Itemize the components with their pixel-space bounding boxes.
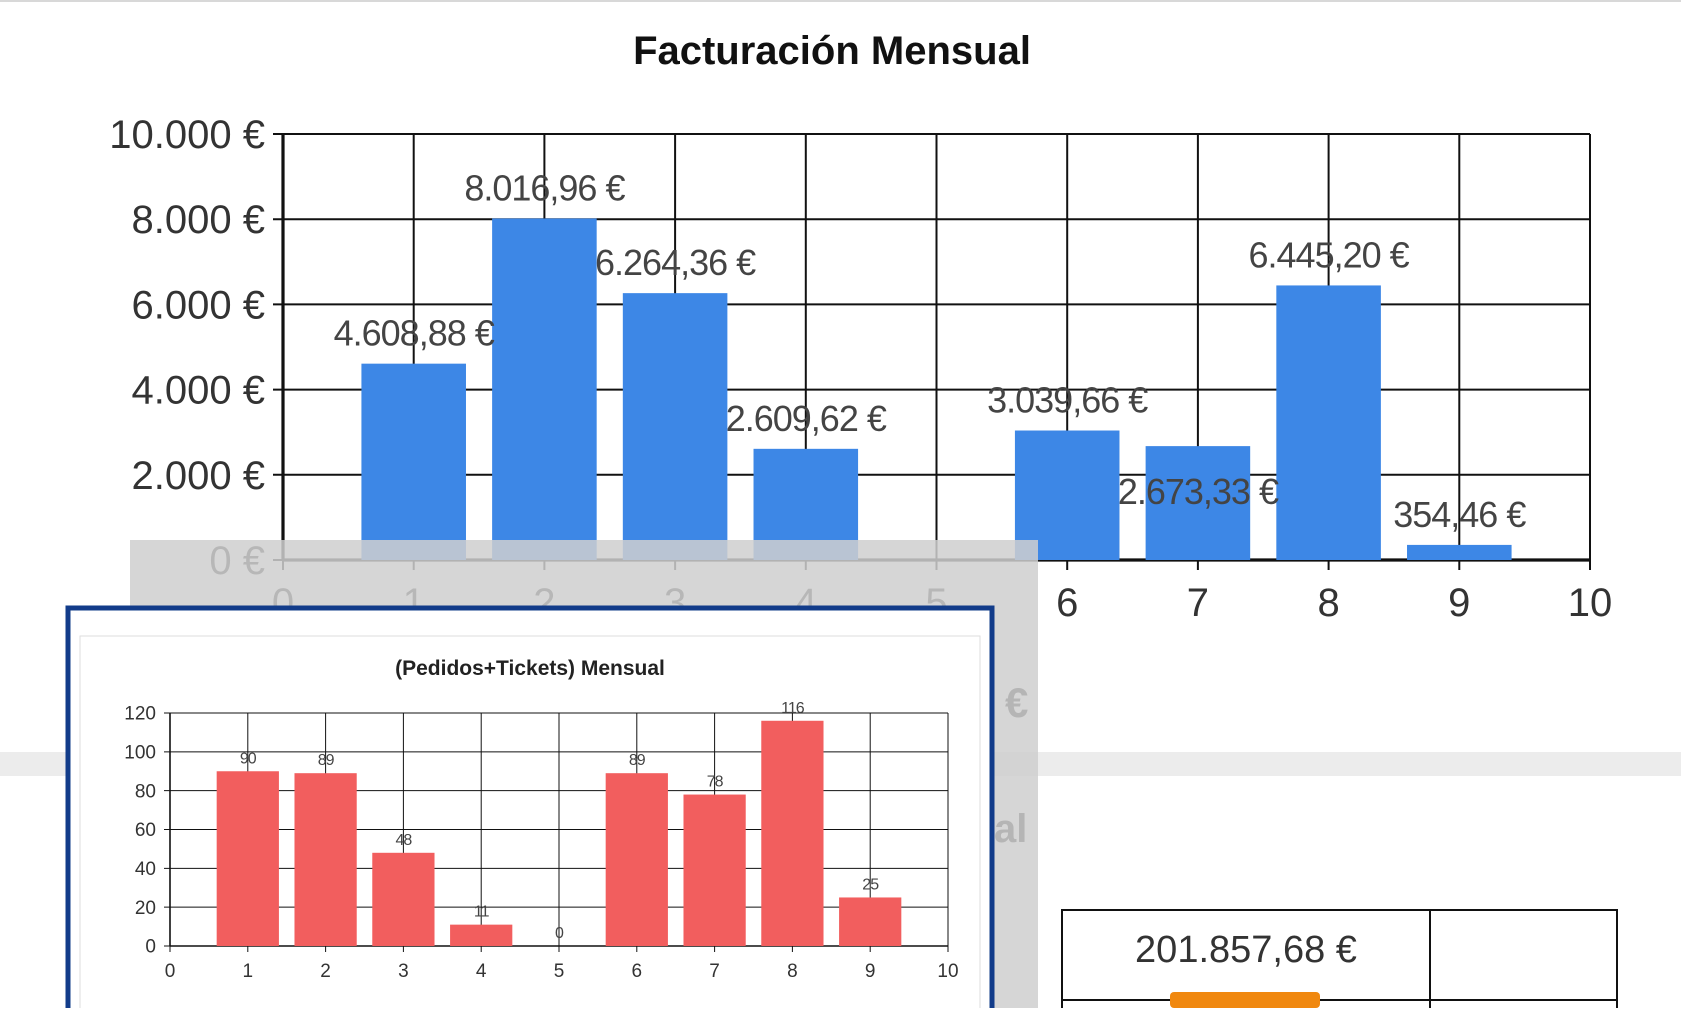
orders-bar [450,924,513,946]
revenue-chart-title: Facturación Mensual [633,29,1031,73]
revenue-x-tick-label: 8 [1317,581,1339,625]
revenue-x-tick-label: 7 [1187,581,1209,625]
revenue-data-label: 2.609,62 € [726,398,887,439]
orders-bar [605,773,668,946]
revenue-x-tick-label: 10 [1568,581,1613,625]
revenue-data-label: 6.445,20 € [1249,234,1410,275]
revenue-bar [1145,446,1251,560]
orders-x-tick-label: 3 [398,961,409,982]
top-border [0,0,1681,2]
orders-x-tick-label: 10 [937,961,958,982]
orders-data-label: 89 [318,752,335,769]
revenue-y-tick-label: 6.000 € [132,283,265,327]
orders-x-tick-label: 1 [243,961,254,982]
summary-panel: € al 201.857,68 € [994,679,1618,1013]
revenue-y-tick-label: 10.000 € [109,113,265,157]
orders-bar [839,897,902,946]
revenue-bar [492,218,597,560]
orders-popup: (Pedidos+Tickets) Mensual 02040608010012… [65,605,995,1013]
revenue-chart: Facturación Mensual 0 €2.000 €4.000 €6.0… [109,29,1612,625]
orders-data-label: 25 [862,876,879,893]
orders-bar [761,720,824,946]
orders-y-tick-label: 20 [135,898,156,919]
revenue-data-label: 4.608,88 € [334,313,495,354]
orders-x-tick-label: 7 [709,961,720,982]
revenue-data-label: 354,46 € [1393,494,1526,535]
orders-bar [372,852,435,946]
total-revenue-value: 201.857,68 € [1135,929,1357,971]
orders-bar [294,773,357,946]
orders-chart: (Pedidos+Tickets) Mensual 02040608010012… [124,657,958,982]
orders-x-tick-label: 9 [865,961,876,982]
revenue-bar [622,293,728,560]
revenue-y-tick-label: 4.000 € [132,369,265,413]
orders-data-label: 89 [629,752,646,769]
orders-x-tick-label: 6 [632,961,643,982]
revenue-x-tick-label: 6 [1056,581,1078,625]
orders-x-tick-label: 4 [476,961,487,982]
orders-x-tick-label: 8 [787,961,798,982]
orders-y-tick-label: 100 [124,742,156,763]
orders-data-label: 48 [396,832,413,849]
orders-chart-title: (Pedidos+Tickets) Mensual [395,657,665,680]
summary-table [1061,909,1618,1013]
orders-bar [216,771,279,946]
revenue-bar [1014,430,1120,560]
orders-bar [683,794,746,946]
orders-x-tick-label: 0 [165,961,176,982]
orders-y-tick-label: 40 [135,859,156,880]
orders-y-tick-label: 80 [135,781,156,802]
orange-indicator [1170,992,1320,1008]
revenue-bar [1407,544,1512,560]
orders-data-label: 78 [707,774,724,791]
popup-inner-border [79,635,981,1013]
revenue-y-tick-label: 2.000 € [132,454,265,498]
orders-x-tick-label: 2 [320,961,331,982]
revenue-data-label: 6.264,36 € [595,242,756,283]
orders-y-tick-label: 120 [124,704,156,725]
revenue-y-tick-label: 8.000 € [132,198,265,242]
revenue-bar [1276,285,1381,560]
revenue-data-label: 2.673,33 € [1118,471,1279,512]
orders-data-label: 0 [555,925,564,942]
orders-data-label: 11 [474,904,490,921]
orders-data-label: 116 [781,700,805,717]
revenue-data-label: 3.039,66 € [987,380,1148,421]
revenue-x-tick-label: 9 [1448,581,1470,625]
revenue-bar [361,363,466,560]
orders-y-tick-label: 60 [135,820,156,841]
revenue-data-label: 8.016,96 € [464,167,625,208]
orders-x-tick-label: 5 [554,961,565,982]
orders-y-tick-label: 0 [145,937,156,958]
orders-data-label: 90 [240,750,257,767]
